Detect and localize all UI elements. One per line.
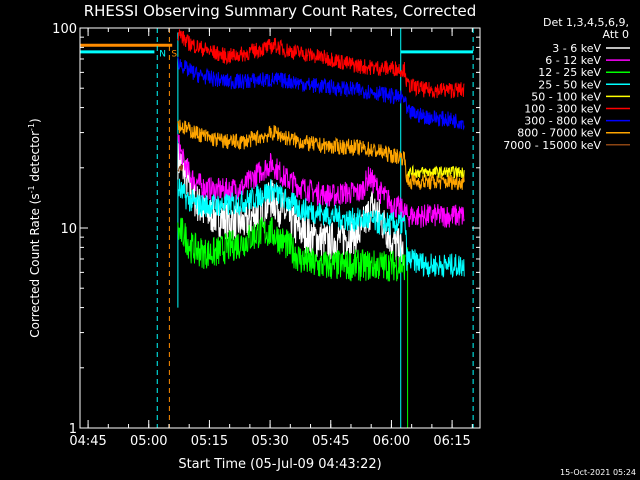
vertical-marker-label-2: S (171, 50, 177, 60)
y-tick-label: 1 (69, 422, 77, 437)
y-axis-label-main: Corrected Count Rate (s (28, 193, 42, 337)
x-tick-label: 06:00 (373, 434, 410, 449)
chart-title: RHESSI Observing Summary Count Rates, Co… (84, 2, 477, 20)
x-tick-label: 05:00 (130, 434, 167, 449)
legend-item-label: 6 - 12 keV (545, 54, 601, 67)
x-tick-label: 05:45 (312, 434, 349, 449)
y-axis-label-sup1: -1 (27, 185, 36, 193)
x-tick-label: 05:15 (191, 434, 228, 449)
series-line-5 (406, 164, 465, 179)
y-axis-label: Corrected Count Rate (s-1 detector-1) (27, 118, 42, 337)
y-axis-label-end: ) (28, 118, 42, 123)
vertical-marker-label-1: N (159, 50, 166, 60)
legend-item-label: 25 - 50 keV (538, 78, 601, 91)
y-axis-label-mid: detector (28, 131, 42, 186)
plot-contents (80, 28, 474, 428)
x-tick-label: 04:45 (69, 434, 106, 449)
series-line-7 (177, 56, 465, 131)
series-line-4 (177, 178, 465, 279)
y-tick-label: 100 (52, 22, 77, 37)
y-axis-label-sup2: -1 (27, 123, 36, 131)
footer-timestamp: 15-Oct-2021 05:24 (560, 468, 636, 477)
legend-title-line-1: Det 1,3,4,5,6,9, (543, 16, 629, 29)
series-line-6 (177, 29, 465, 99)
legend-item-label: 100 - 300 keV (524, 103, 601, 116)
y-tick-label: 10 (60, 222, 77, 237)
series-line-3 (177, 217, 406, 282)
legend-item-label: 12 - 25 keV (538, 66, 601, 79)
y-axis: 1 10 100 (52, 22, 480, 437)
legend-item-label: 300 - 800 keV (524, 115, 601, 128)
legend-item-label: 50 - 100 keV (531, 90, 601, 103)
x-tick-label: 06:15 (433, 434, 470, 449)
x-tick-label: 05:30 (251, 434, 288, 449)
x-axis: 04:45 05:00 05:15 05:30 05:45 06:00 06:15 (69, 28, 473, 449)
series-line-2 (177, 134, 465, 228)
legend-item-label: 7000 - 15000 keV (503, 139, 601, 152)
series-line-9 (177, 164, 184, 173)
legend-item-label: 800 - 7000 keV (517, 127, 601, 140)
x-axis-label: Start Time (05-Jul-09 04:43:22) (178, 457, 381, 472)
legend-title-line-2: Att 0 (603, 28, 629, 41)
series-line-8 (177, 119, 465, 191)
legend-item-label: 3 - 6 keV (552, 42, 601, 55)
